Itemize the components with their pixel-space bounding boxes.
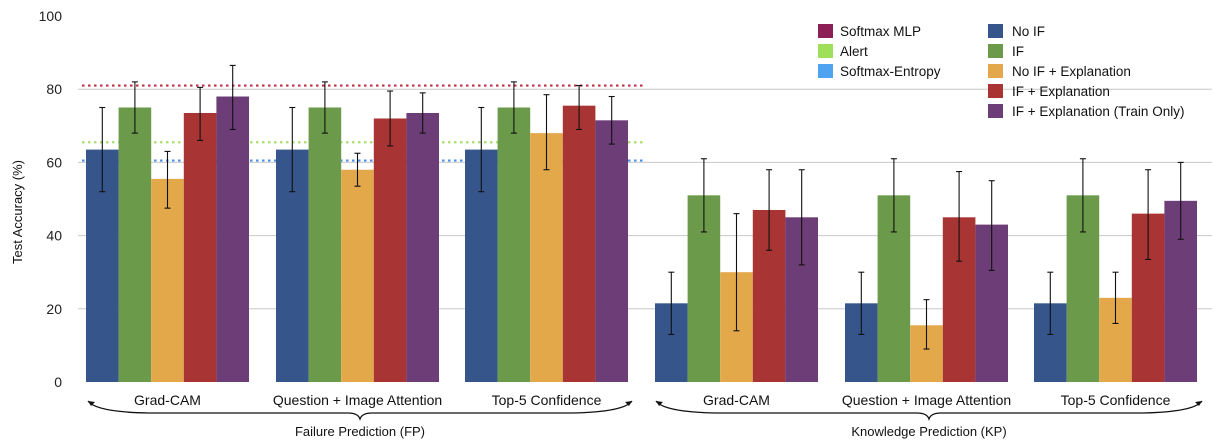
category-label: Top-5 Confidence (1061, 392, 1171, 408)
legend-label: Alert (840, 44, 868, 59)
bar (530, 133, 563, 382)
category-label: Question + Image Attention (273, 392, 442, 408)
bar (406, 112, 439, 383)
legend-swatch (988, 24, 1003, 38)
bar (118, 107, 152, 382)
bar (308, 107, 342, 382)
legend-swatch (988, 104, 1003, 118)
category-label: Grad-CAM (703, 392, 770, 408)
legend-label: Softmax-Entropy (840, 64, 941, 79)
brace-arrow-left (656, 401, 663, 406)
category-label: Question + Image Attention (842, 392, 1011, 408)
legend-label: No IF + Explanation (1012, 64, 1131, 79)
y-tick-label: 100 (39, 8, 63, 24)
legend-swatch (988, 84, 1003, 98)
category-label: Top-5 Confidence (492, 392, 602, 408)
group-label: Knowledge Prediction (KP) (851, 424, 1006, 439)
bar (183, 112, 217, 383)
legend-swatch (818, 64, 833, 78)
legend: Softmax MLP Alert Softmax-Entropy No IF IF No… (818, 24, 1184, 119)
bar (341, 169, 374, 382)
group-braces: Failure Prediction (FP) Knowledge Predict… (87, 400, 1203, 439)
brace-arrow-right (1195, 401, 1202, 406)
bar (595, 120, 628, 382)
y-tick-label: 0 (54, 374, 62, 390)
bar (216, 96, 249, 383)
group-brace (655, 400, 1203, 422)
bar (151, 178, 184, 382)
category-label: Grad-CAM (134, 392, 201, 408)
y-tick-label: 80 (46, 81, 62, 97)
bars (86, 96, 1197, 383)
brace-arrow-left (88, 401, 95, 406)
y-axis: 0 20 40 60 80 100 (39, 8, 63, 390)
y-tick-label: 40 (46, 228, 62, 244)
group-label: Failure Prediction (FP) (295, 424, 425, 439)
legend-swatch (818, 44, 833, 58)
legend-swatch (818, 24, 833, 38)
category-labels: Grad-CAM Question + Image Attention Top-5 … (134, 392, 1171, 408)
y-axis-label: Test Accuracy (%) (10, 160, 25, 264)
bar (373, 118, 407, 382)
legend-label: Softmax MLP (840, 24, 921, 39)
legend-label: IF + Explanation (Train Only) (1012, 104, 1184, 119)
group-brace (87, 400, 633, 422)
legend-label: IF + Explanation (1012, 84, 1110, 99)
bar (562, 105, 596, 383)
legend-swatch (988, 64, 1003, 78)
error-bars (99, 64, 1184, 350)
legend-label: IF (1012, 44, 1024, 59)
y-tick-label: 60 (46, 154, 62, 170)
y-tick-label: 20 (46, 301, 62, 317)
bar (497, 107, 531, 382)
legend-label: No IF (1012, 24, 1045, 39)
brace-arrow-right (625, 401, 632, 406)
gridlines (78, 88, 1212, 310)
legend-swatch (988, 44, 1003, 58)
